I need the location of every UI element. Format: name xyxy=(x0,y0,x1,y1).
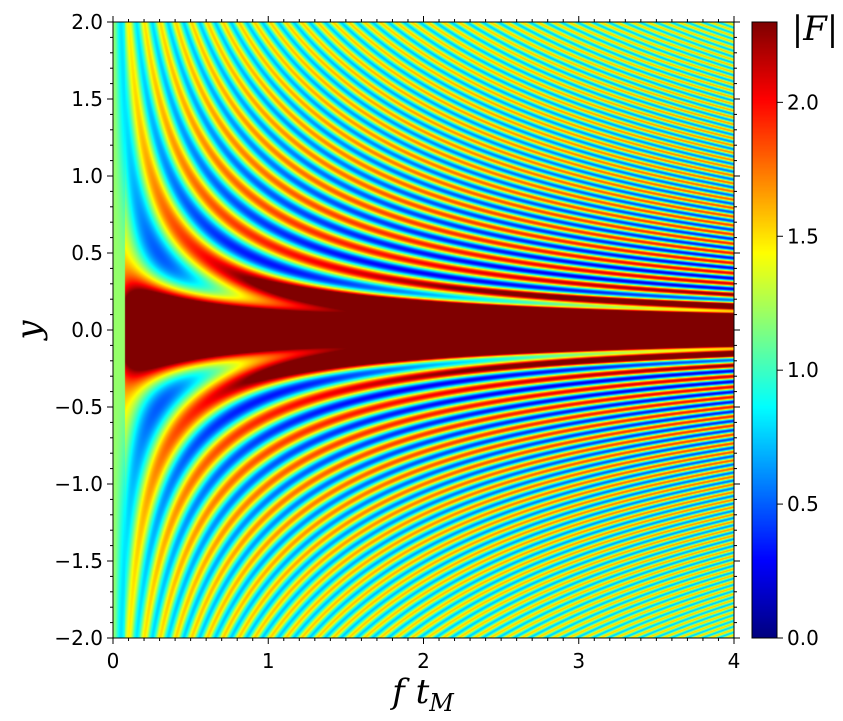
heatmap-image xyxy=(113,22,734,638)
colorbar-gradient xyxy=(752,22,777,638)
colorbar-tick-label: 1.0 xyxy=(787,358,819,382)
colorbar-ticks: 0.0 0.5 1.0 1.5 2.0 xyxy=(777,90,819,650)
colorbar-tick-label: 1.5 xyxy=(787,224,819,248)
x-axis-label: f tM xyxy=(389,672,455,717)
plot-frame xyxy=(112,21,735,639)
x-tick-label: 0 xyxy=(107,649,120,673)
colorbar-tick-label: 2.0 xyxy=(787,90,819,114)
y-tick-label: −0.5 xyxy=(54,395,103,419)
y-tick-label: 0.0 xyxy=(71,318,103,342)
x-tick-label: 3 xyxy=(572,649,585,673)
x-tick-label: 1 xyxy=(262,649,275,673)
colorbar-tick-label: 0.5 xyxy=(787,492,819,516)
y-axis-ticks: 2.0 1.5 1.0 0.5 0.0 −0.5 −1.0 −1.5 −2.0 xyxy=(54,10,740,650)
y-tick-label: 1.0 xyxy=(71,164,103,188)
colorbar-label: |F| xyxy=(792,9,839,49)
colorbar-tick-label: 0.0 xyxy=(787,626,819,650)
y-tick-label: 1.5 xyxy=(71,87,103,111)
y-axis-label: y xyxy=(9,320,49,342)
y-tick-label: 2.0 xyxy=(71,10,103,34)
y-tick-label: −1.0 xyxy=(54,472,103,496)
y-tick-label: −1.5 xyxy=(54,549,103,573)
colorbar-frame xyxy=(751,21,778,639)
x-tick-label: 4 xyxy=(728,649,741,673)
x-axis-ticks: 0 1 2 3 4 xyxy=(107,16,741,673)
y-tick-label: −2.0 xyxy=(54,626,103,650)
y-tick-label: 0.5 xyxy=(71,241,103,265)
x-tick-label: 2 xyxy=(417,649,430,673)
